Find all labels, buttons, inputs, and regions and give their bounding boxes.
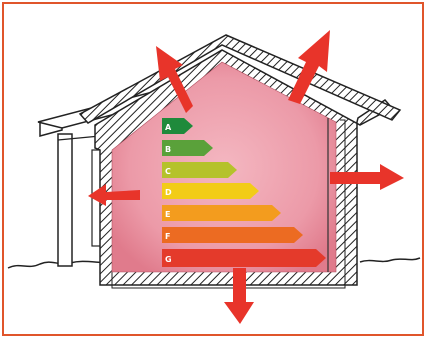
- energy-class-c: C: [162, 162, 237, 178]
- energy-class-e-label: E: [165, 210, 170, 219]
- energy-class-g-label: G: [165, 255, 172, 264]
- energy-class-g: G: [162, 249, 326, 267]
- energy-class-a: A: [162, 118, 193, 134]
- energy-class-b-label: B: [165, 145, 171, 154]
- energy-class-c-label: C: [165, 167, 171, 176]
- energy-class-a-label: A: [165, 123, 172, 132]
- arrow-up-left-icon: [156, 46, 193, 113]
- energy-rating-scale: A B C D E F G: [162, 118, 326, 267]
- arrow-down-icon: [224, 268, 254, 324]
- energy-class-b: B: [162, 140, 213, 156]
- arrow-left-icon: [88, 184, 140, 206]
- energy-class-e: E: [162, 205, 281, 221]
- energy-class-d: D: [162, 183, 259, 199]
- heat-arrows: [88, 30, 404, 324]
- energy-class-f-label: F: [165, 232, 170, 241]
- energy-class-d-label: D: [165, 188, 172, 197]
- arrow-up-right-icon: [288, 30, 330, 104]
- ground-line: [7, 257, 421, 269]
- frame-border: [2, 2, 424, 336]
- arrow-right-icon: [330, 164, 404, 190]
- energy-class-f: F: [162, 227, 303, 243]
